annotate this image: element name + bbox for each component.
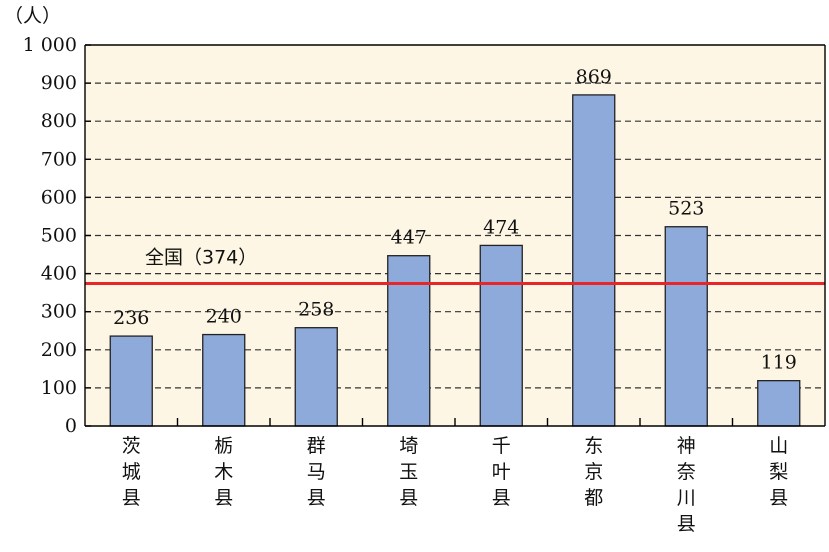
bar [757,380,801,427]
x-category-label: 山梨县 [769,435,788,509]
bar [294,327,338,427]
x-axis-labels: 茨城县 栃木县 群马县 埼玉县 千叶县 东京都 神奈川县 山梨县 [122,435,789,535]
x-category-label: 千叶县 [492,435,511,509]
data-label: 240 [206,306,242,328]
x-category-label: 茨城县 [122,435,141,509]
data-label: 447 [391,227,427,249]
x-category-label: 埼玉县 [399,435,418,509]
data-label: 236 [113,307,149,329]
data-labels: 236 240 258 447 474 869 523 119 [113,66,797,374]
x-category-label: 神奈川县 [677,435,696,535]
reference-line-label: 全国（374） [145,247,257,269]
bar [572,94,616,427]
y-tick-label: 300 [41,301,77,323]
bar [202,333,246,427]
data-label: 869 [576,66,612,88]
x-category-label: 群马县 [307,435,326,509]
bar [387,255,431,427]
y-tick-label: 1 000 [23,34,77,56]
bar [664,226,708,427]
y-tick-label: 500 [41,225,77,247]
bar [479,244,523,427]
y-tick-label: 800 [41,110,77,132]
data-label: 523 [668,198,704,220]
y-tick-label: 100 [41,377,77,399]
y-tick-label: 600 [41,186,77,208]
y-tick-label: 200 [41,339,77,361]
y-tick-label: 400 [41,263,77,285]
bars [109,94,801,427]
y-axis-unit-label: （人） [4,5,61,27]
bar [109,335,153,427]
y-axis-ticks: 0 100 200 300 400 500 600 700 800 900 1 000 [23,34,91,437]
data-label: 119 [761,352,797,374]
x-category-label: 栃木县 [214,435,233,509]
x-category-label: 东京都 [584,435,603,509]
y-tick-label: 700 [41,148,77,170]
data-label: 258 [298,299,334,321]
y-tick-label: 0 [65,415,77,437]
data-label: 474 [483,216,519,238]
y-tick-label: 900 [41,72,77,94]
